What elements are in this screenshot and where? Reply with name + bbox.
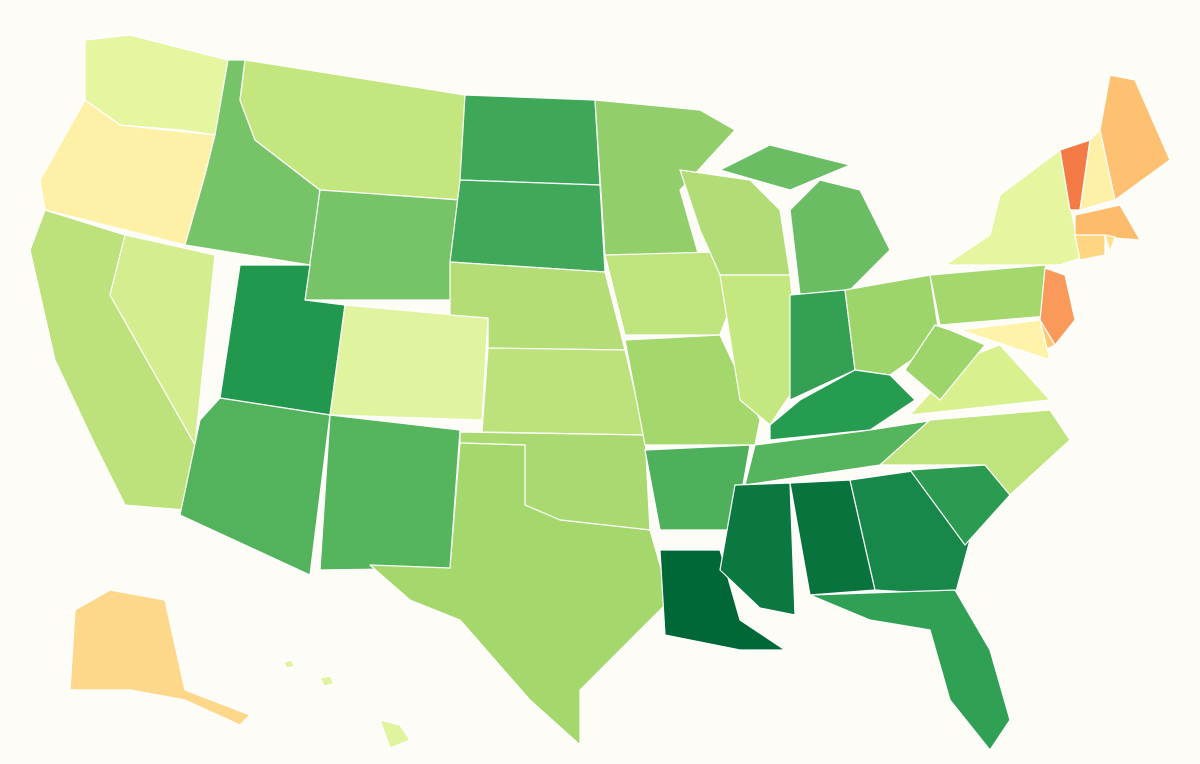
states [29,34,1171,751]
state [879,409,1071,496]
state [459,94,601,186]
state [379,719,411,749]
state [959,319,1051,361]
state [719,482,796,616]
state [1039,267,1076,346]
state [624,334,761,446]
state [369,442,671,746]
state [1074,234,1106,261]
state [69,589,251,726]
state [1099,74,1171,201]
state [481,347,646,436]
state [319,414,461,571]
state [769,369,916,441]
state [809,589,1011,751]
state [329,304,489,421]
state [719,274,801,426]
state [304,189,461,301]
state [179,397,331,576]
state [904,324,986,401]
state [1074,204,1141,241]
state [1104,234,1116,253]
state [659,549,786,651]
state [283,659,295,669]
state [319,675,335,687]
state [449,179,606,273]
state [719,144,851,191]
